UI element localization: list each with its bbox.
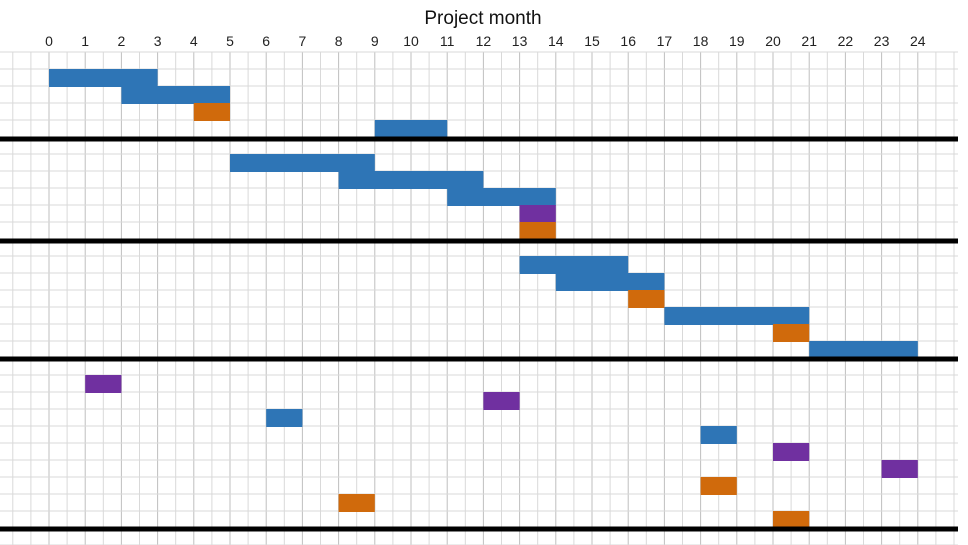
x-tick-label: 21 <box>801 33 817 49</box>
task-bar-purple <box>483 392 520 410</box>
task-bar-orange <box>193 103 230 121</box>
section-divider <box>0 356 958 362</box>
x-tick-label: 9 <box>371 33 379 49</box>
task-bar-orange <box>773 324 810 342</box>
section-divider <box>0 136 958 142</box>
x-tick-label: 17 <box>657 33 673 49</box>
task-bar-blue <box>230 154 375 172</box>
x-tick-label: 24 <box>910 33 926 49</box>
x-tick-label: 16 <box>620 33 636 49</box>
section-divider <box>0 526 958 532</box>
task-bar-orange <box>338 494 375 512</box>
x-tick-label: 19 <box>729 33 745 49</box>
section-dividers <box>0 136 958 532</box>
x-tick-label: 20 <box>765 33 781 49</box>
task-bar-purple <box>519 205 556 223</box>
task-bar-blue <box>447 188 556 206</box>
task-bar-blue <box>555 273 665 291</box>
task-bar-blue <box>338 171 484 189</box>
x-tick-label: 7 <box>299 33 307 49</box>
task-bar-orange <box>519 222 556 240</box>
x-axis-ticks: 0 1 2 3 4 5 6 7 8 9 10 11 12 13 14 15 16 17 18 19 20 21 22 23 24 <box>45 33 926 49</box>
chart-title: Project month <box>424 8 541 29</box>
x-tick-label: 14 <box>548 33 564 49</box>
x-tick-label: 23 <box>874 33 890 49</box>
x-tick-label: 0 <box>45 33 53 49</box>
task-bar-purple <box>85 375 122 393</box>
task-bar-purple <box>881 460 918 478</box>
task-bars <box>49 69 918 529</box>
task-bar-blue <box>49 69 158 87</box>
task-bar-orange <box>628 290 665 308</box>
task-bar-blue <box>121 86 230 104</box>
x-tick-label: 22 <box>838 33 854 49</box>
x-tick-label: 15 <box>584 33 600 49</box>
x-tick-label: 13 <box>512 33 528 49</box>
x-tick-label: 18 <box>693 33 709 49</box>
x-tick-label: 3 <box>154 33 162 49</box>
task-bar-blue <box>519 256 629 274</box>
task-bar-blue <box>266 409 303 427</box>
task-bar-orange <box>700 477 737 495</box>
x-tick-label: 12 <box>476 33 492 49</box>
x-tick-label: 5 <box>226 33 234 49</box>
x-tick-label: 4 <box>190 33 198 49</box>
task-bar-blue <box>809 341 918 359</box>
x-tick-label: 11 <box>440 33 455 49</box>
x-tick-label: 10 <box>403 33 419 49</box>
task-bar-blue <box>374 120 448 138</box>
task-bar-orange <box>773 511 810 529</box>
task-bar-purple <box>773 443 810 461</box>
task-bar-blue <box>664 307 810 325</box>
x-tick-label: 2 <box>118 33 126 49</box>
section-divider <box>0 238 958 244</box>
x-tick-label: 6 <box>262 33 270 49</box>
x-tick-label: 8 <box>335 33 343 49</box>
task-bar-blue <box>700 426 737 444</box>
x-tick-label: 1 <box>81 33 89 49</box>
grid-lines <box>0 51 958 545</box>
